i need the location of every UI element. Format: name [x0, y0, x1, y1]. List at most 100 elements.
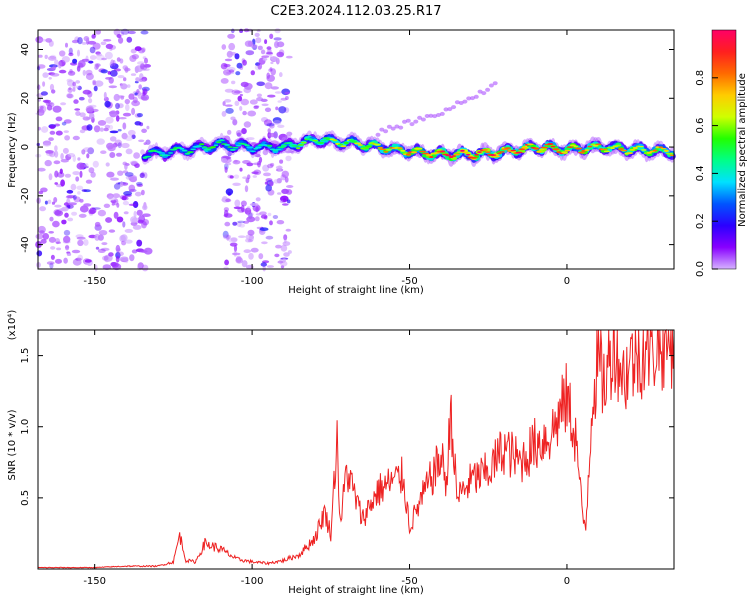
noise-speckle [245, 50, 255, 56]
ridge-mark [569, 144, 576, 147]
noise-speckle [96, 53, 103, 57]
noise-speckle [97, 234, 104, 241]
noise-speckle [240, 98, 249, 106]
ridge-mark [343, 141, 349, 144]
ridge-mark [470, 157, 478, 159]
noise-speckle [77, 62, 84, 69]
ridge-mark [184, 152, 191, 155]
harmonic-speckle [451, 105, 457, 110]
noise-speckle [127, 30, 136, 35]
noise-speckle [267, 163, 274, 169]
noise-speckle [141, 264, 149, 272]
ridge-mark [482, 148, 488, 151]
ridge-mark [615, 144, 622, 147]
colorbar-gradient [712, 30, 736, 269]
ridge-mark [320, 139, 327, 142]
noise-speckle [124, 98, 130, 105]
noise-speckle [222, 101, 226, 106]
noise-speckle [74, 108, 81, 111]
noise-speckle [233, 244, 238, 252]
noise-speckle [236, 62, 243, 69]
ridge-mark [629, 149, 636, 151]
noise-speckle [134, 46, 142, 52]
noise-speckle [236, 221, 242, 228]
spectrogram-marks [35, 28, 676, 272]
noise-speckle [90, 171, 96, 178]
noise-speckle [116, 202, 120, 208]
ridge-mark [218, 139, 225, 142]
noise-speckle [73, 99, 79, 104]
noise-speckle [122, 122, 127, 130]
noise-speckle [141, 76, 148, 82]
noise-speckle [113, 28, 121, 36]
noise-speckle [108, 195, 116, 201]
noise-speckle [75, 176, 80, 182]
noise-speckle [59, 50, 66, 57]
snr-x-tick-label: -150 [83, 576, 106, 587]
noise-speckle [271, 56, 279, 62]
noise-speckle [246, 206, 251, 211]
noise-speckle [233, 250, 237, 257]
colorbar-frame [711, 29, 737, 270]
ridge-mark [281, 144, 287, 147]
noise-speckle [230, 237, 238, 243]
noise-speckle [136, 113, 143, 118]
harmonic-speckle [383, 129, 389, 134]
noise-speckle [115, 102, 120, 110]
noise-speckle [263, 119, 273, 127]
noise-speckle [122, 200, 129, 206]
noise-speckle [228, 42, 236, 51]
spectrogram-panel: -150 -100 -50 0 -40 -20 0 20 40 Height of strai… [7, 28, 676, 296]
noise-speckle [86, 117, 90, 120]
noise-speckle [286, 199, 291, 204]
noise-speckle [124, 172, 134, 177]
harmonic-speckle [454, 100, 460, 105]
noise-speckle [94, 221, 101, 227]
noise-speckle [87, 40, 97, 45]
noise-speckle [121, 31, 125, 36]
noise-speckle [102, 255, 109, 261]
noise-speckle [64, 212, 69, 218]
harmonic-speckle [470, 96, 475, 101]
noise-speckle [249, 99, 258, 105]
ridge-mark [474, 153, 479, 156]
noise-speckle [76, 185, 84, 190]
noise-speckle [243, 121, 252, 128]
noise-speckle [284, 91, 290, 95]
noise-speckle [232, 221, 238, 226]
noise-speckle [226, 50, 233, 58]
noise-speckle [279, 72, 283, 78]
noise-speckle [263, 172, 271, 177]
ridge-mark [224, 143, 231, 146]
noise-speckle [113, 183, 121, 190]
noise-speckle [83, 239, 89, 246]
noise-speckle [255, 197, 261, 202]
noise-speckle [140, 79, 146, 83]
ridge-mark [249, 150, 257, 152]
spectrogram-y-tick-label: 0 [20, 144, 31, 150]
ridge-mark [365, 145, 372, 148]
noise-speckle [49, 54, 57, 60]
ridge-mark [646, 151, 652, 154]
noise-speckle [64, 173, 71, 178]
noise-speckle [103, 127, 109, 132]
snr-series-line [37, 329, 675, 569]
noise-speckle [276, 41, 285, 48]
noise-speckle [267, 212, 272, 217]
noise-speckle [277, 192, 282, 195]
noise-speckle [50, 66, 56, 70]
ridge-mark [397, 147, 403, 149]
noise-speckle [71, 39, 79, 44]
noise-speckle [136, 181, 143, 186]
noise-speckle [139, 122, 144, 127]
noise-speckle [124, 239, 133, 244]
noise-speckle [140, 30, 149, 35]
noise-speckle [224, 58, 233, 62]
ridge-mark [277, 146, 285, 149]
ridge-mark [578, 151, 585, 154]
noise-speckle [72, 194, 77, 200]
noise-speckle [280, 265, 285, 269]
noise-speckle [270, 86, 279, 90]
noise-speckle [112, 59, 116, 66]
ridge-mark [332, 139, 338, 142]
